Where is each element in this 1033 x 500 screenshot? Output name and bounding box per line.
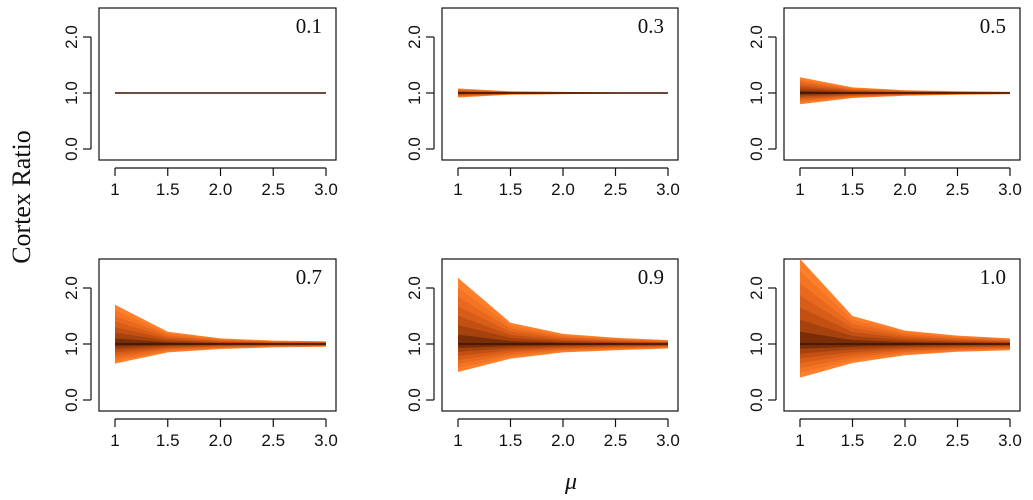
panel-5: 1 1.5 2.0 2.5 3.0 0.0 1.0 2.0 0.9 xyxy=(405,258,680,450)
panel-label: 0.1 xyxy=(296,14,322,38)
y-tick-label: 2.0 xyxy=(747,276,766,300)
x-tick-label: 3.0 xyxy=(656,431,680,450)
x-tick-label: 1 xyxy=(110,431,119,450)
band-4 xyxy=(800,84,1010,100)
y-tick-label: 2.0 xyxy=(405,25,424,49)
x-tick-label: 1 xyxy=(453,431,462,450)
panel-label: 0.5 xyxy=(980,14,1006,38)
x-tick-label: 1 xyxy=(795,431,804,450)
x-tick-label: 1.5 xyxy=(841,180,865,199)
panel-4: 1 1.5 2.0 2.5 3.0 0.0 1.0 2.0 0.7 xyxy=(62,258,338,450)
x-tick-label: 1 xyxy=(110,180,119,199)
plot-frame xyxy=(783,7,1021,161)
y-tick-label: 0.0 xyxy=(747,137,766,161)
x-tick-label: 2.5 xyxy=(604,180,628,199)
y-tick-label: 1.0 xyxy=(747,332,766,356)
panel-1: 1 1.5 2.0 2.5 3.0 0.0 1.0 2.0 0.1 xyxy=(62,7,338,199)
x-tick-label: 3.0 xyxy=(656,180,680,199)
x-tick-label: 2.0 xyxy=(209,431,233,450)
panel-label: 0.9 xyxy=(638,265,664,289)
x-tick-label: 2.0 xyxy=(551,180,575,199)
band-6 xyxy=(115,332,326,350)
panel-label: 0.3 xyxy=(638,14,664,38)
panel-6: 1 1.5 2.0 2.5 3.0 0.0 1.0 2.0 1.0 xyxy=(747,258,1022,450)
y-tick-label: 2.0 xyxy=(62,25,81,49)
y-tick-label: 1.0 xyxy=(405,332,424,356)
x-tick-label: 1 xyxy=(453,180,462,199)
x-tick-label: 2.5 xyxy=(946,180,970,199)
panel-2: 1 1.5 2.0 2.5 3.0 0.0 1.0 2.0 0.3 xyxy=(405,7,680,199)
y-tick-label: 1.0 xyxy=(62,332,81,356)
panel-label: 0.7 xyxy=(296,265,322,289)
plot-frame xyxy=(441,258,679,412)
y-axis-title: Cortex Ratio xyxy=(7,130,36,264)
x-tick-label: 2.5 xyxy=(261,180,285,199)
panel-label: 1.0 xyxy=(980,265,1006,289)
plot-frame xyxy=(98,258,337,412)
x-tick-label: 1.5 xyxy=(156,431,180,450)
x-tick-label: 2.0 xyxy=(893,431,917,450)
x-tick-label: 3.0 xyxy=(314,180,338,199)
x-axis-title: μ xyxy=(564,469,577,495)
x-tick-label: 1.5 xyxy=(841,431,865,450)
y-tick-label: 2.0 xyxy=(747,25,766,49)
plot-frame xyxy=(441,7,679,161)
plot-frame xyxy=(98,7,337,161)
y-tick-label: 0.0 xyxy=(62,388,81,412)
x-tick-label: 2.0 xyxy=(551,431,575,450)
y-tick-label: 0.0 xyxy=(62,137,81,161)
y-tick-label: 1.0 xyxy=(62,81,81,105)
y-tick-label: 2.0 xyxy=(62,276,81,300)
x-tick-label: 3.0 xyxy=(998,431,1022,450)
x-tick-label: 2.5 xyxy=(261,431,285,450)
plot-frame xyxy=(783,258,1021,412)
x-tick-label: 2.0 xyxy=(209,180,233,199)
x-tick-label: 1 xyxy=(795,180,804,199)
y-tick-label: 0.0 xyxy=(747,388,766,412)
y-tick-label: 0.0 xyxy=(405,388,424,412)
panel-3: 1 1.5 2.0 2.5 3.0 0.0 1.0 2.0 0.5 xyxy=(747,7,1022,199)
x-tick-label: 2.5 xyxy=(946,431,970,450)
x-tick-label: 2.0 xyxy=(893,180,917,199)
panel-grid: 1 1.5 2.0 2.5 3.0 0.0 1.0 2.0 0.1 1 1.5 2.0 2.5 3.0 0.… xyxy=(62,7,1022,450)
y-tick-label: 2.0 xyxy=(405,276,424,300)
y-tick-label: 1.0 xyxy=(747,81,766,105)
y-tick-label: 0.0 xyxy=(405,137,424,161)
x-tick-label: 3.0 xyxy=(314,431,338,450)
x-tick-label: 1.5 xyxy=(499,180,523,199)
x-tick-label: 2.5 xyxy=(604,431,628,450)
band-5 xyxy=(800,86,1010,98)
x-tick-label: 1.5 xyxy=(499,431,523,450)
y-tick-label: 1.0 xyxy=(405,81,424,105)
x-tick-label: 3.0 xyxy=(998,180,1022,199)
x-tick-label: 1.5 xyxy=(156,180,180,199)
